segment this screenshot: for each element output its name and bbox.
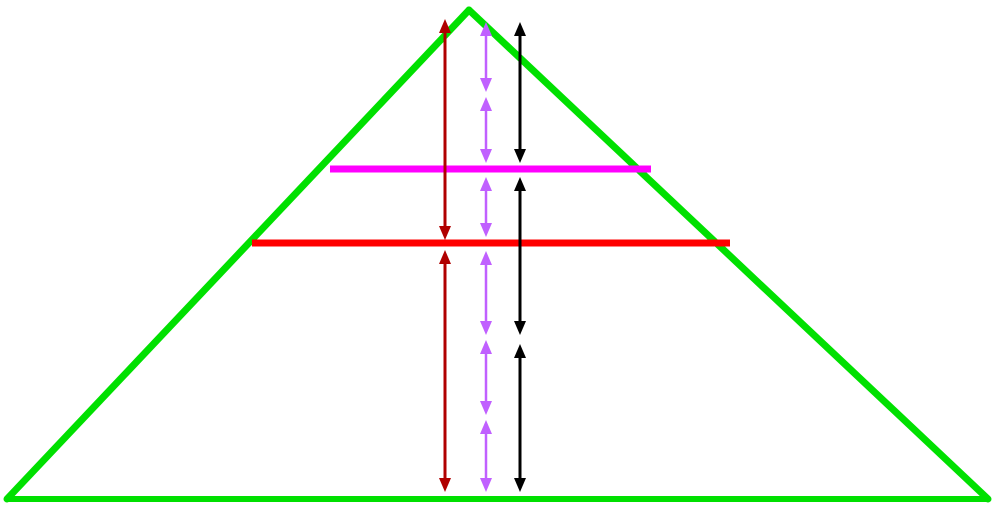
diagram-canvas [0,0,1000,509]
diagram-svg [0,0,1000,509]
arrow-violet_3 [480,177,492,237]
arrow-violet_1 [480,22,492,92]
arrow-violet_6 [480,420,492,492]
arrow-violet_5 [480,340,492,415]
arrow-violet_2 [480,97,492,163]
arrow-black_lower [514,344,526,492]
arrow-darkred_lower [439,250,451,492]
triangle-outline [7,10,988,499]
arrow-black_middle [514,177,526,335]
arrow-darkred_upper [439,19,451,240]
arrow-violet_4 [480,251,492,335]
arrow-black_upper [514,22,526,163]
